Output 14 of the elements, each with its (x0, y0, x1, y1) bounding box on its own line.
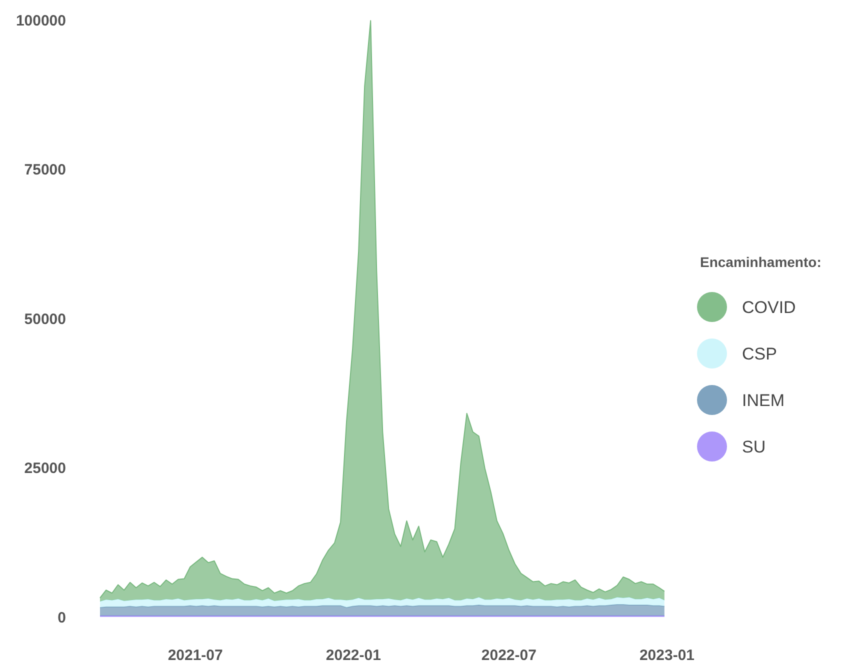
x-tick-label: 2022-01 (326, 647, 381, 664)
y-tick-label: 50000 (24, 310, 66, 328)
y-tick-label: 0 (58, 609, 66, 626)
x-tick-label: 2022-07 (481, 647, 536, 664)
legend-title: Encaminhamento: (700, 254, 822, 270)
x-tick-label: 2023-01 (639, 647, 695, 664)
y-tick-label: 100000 (16, 12, 66, 30)
x-tick-label: 2021-07 (168, 647, 223, 664)
y-tick-label: 75000 (24, 162, 66, 178)
legend-label: SU (742, 437, 766, 456)
y-tick-label: 25000 (24, 460, 66, 477)
legend-label: COVID (742, 298, 796, 317)
legend-label: CSP (742, 344, 777, 364)
legend-label: INEM (742, 390, 784, 410)
